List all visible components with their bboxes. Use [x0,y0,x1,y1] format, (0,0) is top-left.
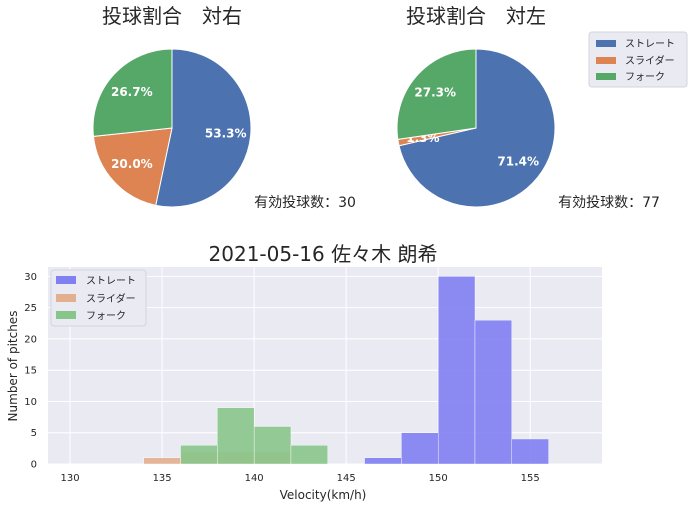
hist-title: 2021-05-16 佐々木 朗希 [209,242,438,266]
pie-slice-fork [396,48,477,140]
pie-slice-straight [155,48,252,208]
hist-bar-fork [217,407,255,465]
y-tick-label: 5 [31,428,37,439]
hist-bar-slider [143,457,181,465]
hist-bar-straight [401,432,439,465]
x-tick-label: 155 [521,473,540,484]
hist-legend-label-fork: フォーク [86,310,126,322]
hist-legend-label-slider: スライダー [86,292,136,305]
hist-bar-fork [180,445,218,465]
pie-right-count: 有効投球数：77 [558,195,660,211]
pie-left-title: 投球割合 対右 [102,4,242,28]
hist-bar-straight [474,319,513,465]
pie-chart-left-handed: 71.4%1.3%27.3% [396,48,556,208]
hist-x-axis-label: Velocity(km/h) [280,488,367,502]
hist-legend-swatch-slider [56,294,76,302]
hist-bar-straight [364,457,402,465]
hist-legend-swatch-straight [56,276,76,284]
x-tick-label: 130 [61,473,80,484]
pie-chart-right-handed: 53.3% 20.0% 26.7% [92,48,252,208]
hist-y-axis-label: Number of pitches [6,311,20,422]
pie-slice-straight [398,48,556,208]
x-tick-label: 140 [245,473,264,484]
hist-bars [143,276,549,465]
pie-label-straight: 71.4% [497,155,539,169]
y-tick-label: 10 [24,397,37,408]
pie-label-fork: 27.3% [414,86,456,100]
y-tick-label: 15 [24,366,37,377]
pie-label-slider: 20.0% [111,157,153,171]
y-tick-label: 25 [24,303,37,314]
x-tick-label: 145 [337,473,356,484]
pie-legend-label-slider: スライダー [625,54,675,67]
pie-legend-swatch-straight [596,40,616,47]
hist-y-tick-labels: 0 5 10 15 20 25 30 [24,272,37,471]
y-tick-label: 30 [24,272,37,283]
pie-legend-swatch-slider [596,57,616,64]
y-tick-label: 0 [31,460,37,471]
hist-x-tick-labels: 130 135 140 145 150 155 [61,473,540,484]
pie-legend-label-straight: ストレート [625,39,675,50]
y-tick-label: 20 [24,334,37,345]
pie-right-title: 投球割合 対左 [406,4,546,28]
hist-legend-swatch-fork [56,311,76,319]
pie-label-straight: 53.3% [205,127,247,141]
pie-legend-label-fork: フォーク [625,71,665,83]
x-tick-label: 135 [153,473,172,484]
hist-legend-label-straight: ストレート [86,276,136,287]
pie-legend: ストレート スライダー フォーク [588,31,688,88]
pie-slice-fork [92,48,173,137]
hist-bar-straight [511,438,549,465]
x-tick-label: 150 [429,473,448,484]
pie-legend-swatch-fork [596,73,616,80]
pie-left-count: 有効投球数：30 [254,195,356,211]
hist-legend: ストレート スライダー フォーク [50,269,147,327]
hist-bar-fork [290,445,328,465]
hist-bar-straight [437,276,476,465]
pie-label-fork: 26.7% [111,85,153,99]
pie-slice-slider [92,127,173,206]
hist-bar-fork [253,426,292,465]
